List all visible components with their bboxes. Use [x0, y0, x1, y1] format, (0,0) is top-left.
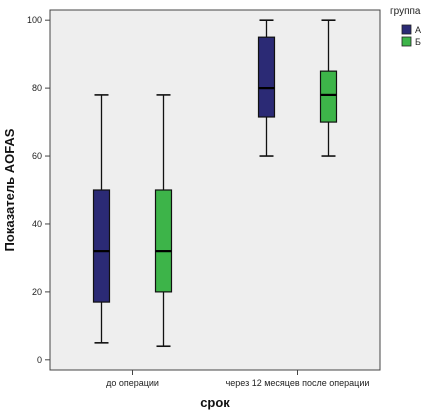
y-tick-label: 20	[32, 287, 42, 297]
iqr-box	[92, 189, 111, 303]
legend-title: группа	[390, 6, 421, 17]
box-b-1	[319, 19, 338, 157]
y-axis: 0 20 40 60 80 100	[27, 15, 50, 365]
boxes	[92, 19, 338, 348]
box-a-0	[92, 94, 111, 344]
y-axis-title: Показатель AOFAS	[2, 128, 17, 251]
y-tick-label: 80	[32, 83, 42, 93]
legend-swatch-b	[401, 36, 412, 47]
y-tick-label: 100	[27, 15, 42, 25]
y-tick-label: 0	[37, 355, 42, 365]
x-tick-label: через 12 месяцев после операции	[226, 378, 370, 388]
x-axis: до операции через 12 месяцев после операц…	[106, 370, 369, 388]
y-tick-label: 40	[32, 219, 42, 229]
iqr-box	[257, 36, 276, 118]
box-b-0	[154, 94, 173, 348]
legend-label-a: А	[415, 25, 421, 35]
box-a-1	[257, 19, 276, 157]
y-tick-label: 60	[32, 151, 42, 161]
iqr-box	[154, 189, 173, 293]
legend-swatch-a	[401, 24, 412, 35]
x-tick-label: до операции	[106, 378, 159, 388]
iqr-box	[319, 70, 338, 123]
legend-label-b: Б	[415, 37, 421, 47]
x-axis-title: срок	[200, 395, 230, 410]
